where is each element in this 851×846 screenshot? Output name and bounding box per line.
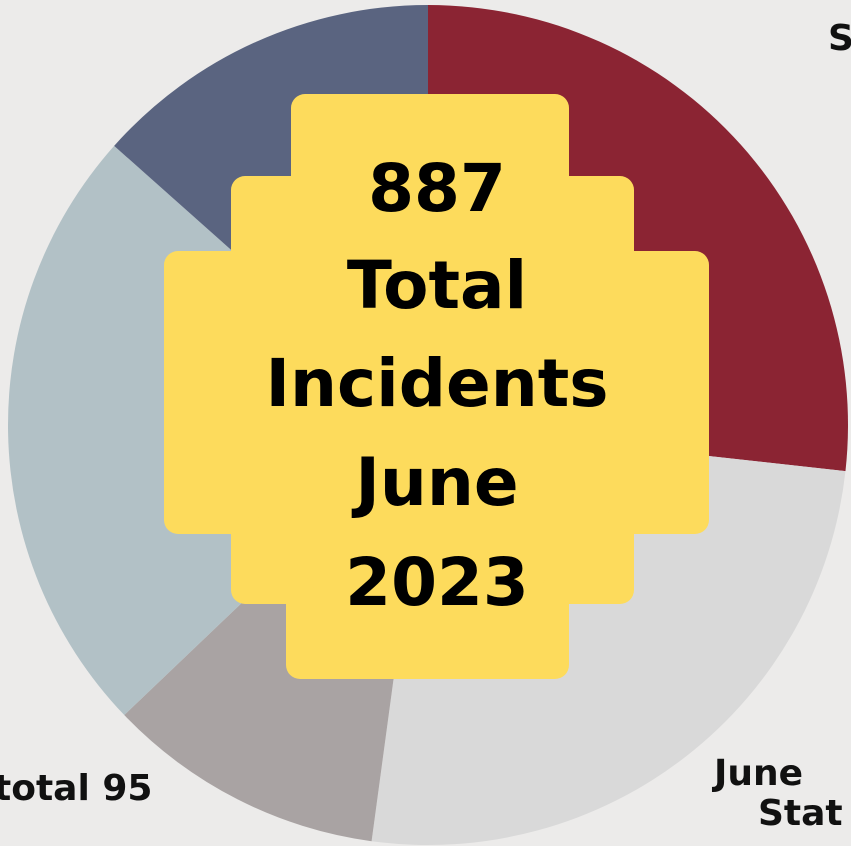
center-text: June [351,444,518,521]
slice-label: Stat [758,793,843,834]
center-badge [164,94,709,679]
center-text: Total [347,247,527,324]
slice-label: S [828,18,851,59]
slice-label: total 95 [0,768,152,809]
center-text: 887 [368,150,506,227]
center-text: 2023 [345,544,529,621]
center-text: Incidents [265,345,608,422]
slice-label: June [711,753,803,794]
